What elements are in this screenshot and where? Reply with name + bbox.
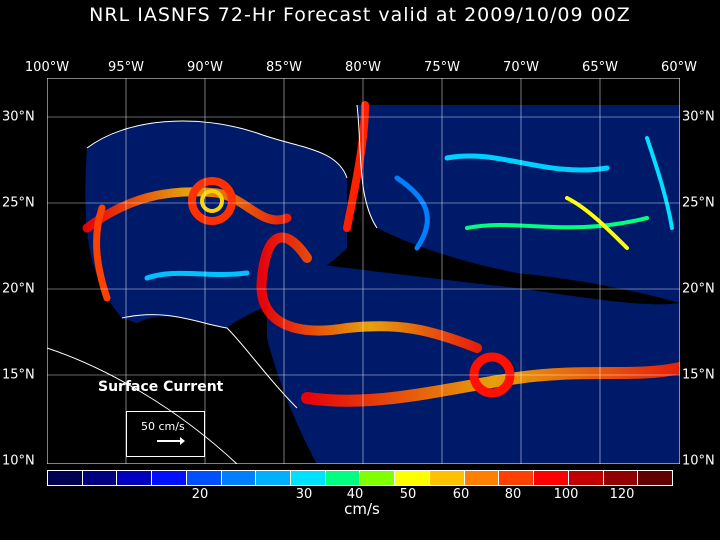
colorbar-swatch <box>256 471 291 485</box>
speed-colorbar <box>47 470 673 486</box>
colorbar-swatch <box>638 471 672 485</box>
vector-scale-arrow <box>157 440 181 442</box>
colorbar-tick-label: 100 <box>554 487 579 502</box>
colorbar-swatch <box>465 471 500 485</box>
lat-label: 30°N <box>682 110 715 125</box>
lat-label: 25°N <box>2 196 35 211</box>
lon-label: 90°W <box>187 60 223 75</box>
colorbar-tick-label: 80 <box>505 487 522 502</box>
map-title: NRL IASNFS 72-Hr Forecast valid at 2009/… <box>0 4 720 26</box>
colorbar-tick-label: 30 <box>296 487 313 502</box>
lon-label: 85°W <box>266 60 302 75</box>
colorbar-tick-label: 60 <box>453 487 470 502</box>
colorbar-tick-label: 50 <box>400 487 417 502</box>
colorbar-swatch <box>360 471 395 485</box>
colorbar-units: cm/s <box>344 500 380 518</box>
lat-label: 25°N <box>682 196 715 211</box>
surface-current-map <box>47 78 680 464</box>
lat-label: 20°N <box>2 282 35 297</box>
vector-scale-box: 50 cm/s <box>126 411 205 457</box>
lon-label: 80°W <box>345 60 381 75</box>
colorbar-swatch <box>604 471 639 485</box>
lon-label: 95°W <box>108 60 144 75</box>
lon-label: 60°W <box>661 60 697 75</box>
lat-label: 15°N <box>682 368 715 383</box>
lat-label: 10°N <box>2 454 35 469</box>
surface-current-label: Surface Current <box>98 379 223 395</box>
lon-label: 100°W <box>25 60 69 75</box>
colorbar-swatch <box>395 471 430 485</box>
colorbar-swatch <box>430 471 465 485</box>
lon-label: 75°W <box>424 60 460 75</box>
colorbar-swatch <box>152 471 187 485</box>
colorbar-swatch <box>187 471 222 485</box>
colorbar-swatch <box>117 471 152 485</box>
colorbar-tick-label: 20 <box>192 487 209 502</box>
lon-label: 70°W <box>503 60 539 75</box>
colorbar-swatch <box>499 471 534 485</box>
lon-label: 65°W <box>582 60 618 75</box>
colorbar-swatch <box>534 471 569 485</box>
colorbar-swatch <box>222 471 257 485</box>
lat-label: 20°N <box>682 282 715 297</box>
colorbar-swatch <box>569 471 604 485</box>
colorbar-swatch <box>48 471 83 485</box>
colorbar-swatch <box>326 471 361 485</box>
lat-label: 30°N <box>2 110 35 125</box>
colorbar-tick-label: 120 <box>610 487 635 502</box>
lat-label: 10°N <box>682 454 715 469</box>
vector-scale-label: 50 cm/s <box>141 420 185 433</box>
lat-label: 15°N <box>2 368 35 383</box>
colorbar-swatch <box>83 471 118 485</box>
colorbar-swatch <box>291 471 326 485</box>
